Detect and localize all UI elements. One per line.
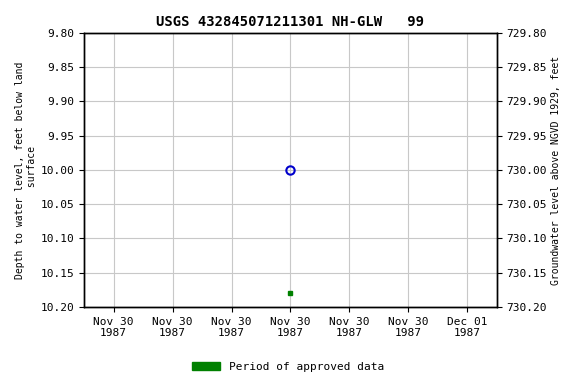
Y-axis label: Depth to water level, feet below land
 surface: Depth to water level, feet below land su… <box>15 61 37 279</box>
Y-axis label: Groundwater level above NGVD 1929, feet: Groundwater level above NGVD 1929, feet <box>551 55 561 285</box>
Legend: Period of approved data: Period of approved data <box>188 358 388 377</box>
Title: USGS 432845071211301 NH-GLW   99: USGS 432845071211301 NH-GLW 99 <box>157 15 425 29</box>
